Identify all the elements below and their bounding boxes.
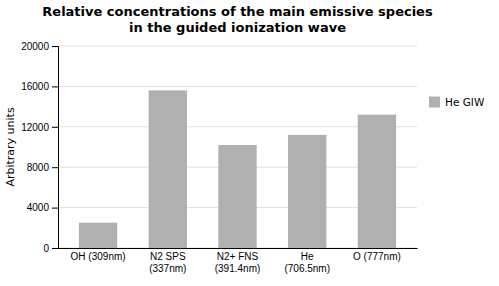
legend: He GIW xyxy=(429,96,485,108)
legend-label: He GIW xyxy=(445,96,485,108)
grid-line xyxy=(58,46,417,47)
x-tick-label: N2 SPS(337nm) xyxy=(149,251,186,274)
x-tick-label: N2+ FNS(391.4nm) xyxy=(215,251,261,274)
y-tick-label: 20000 xyxy=(21,41,49,52)
y-tick: 20000 xyxy=(21,41,58,52)
x-tick-label: He(706.5nm) xyxy=(284,251,330,274)
legend-swatch xyxy=(429,97,440,108)
bar xyxy=(288,135,326,248)
x-tick-label-line: O (777nm) xyxy=(353,251,401,262)
title-line: Relative concentrations of the main emis… xyxy=(42,4,433,19)
title-line: in the guided ionization wave xyxy=(129,20,346,35)
grid-line xyxy=(58,86,417,87)
x-tick: O (777nm) xyxy=(353,248,401,262)
bars xyxy=(79,90,396,248)
y-tick-mark xyxy=(52,248,58,249)
x-tick-label-line: He xyxy=(301,251,314,262)
x-axis-line xyxy=(59,248,418,249)
x-tick-label-line: N2 SPS xyxy=(150,251,186,262)
x-tick: OH (309nm) xyxy=(71,248,126,262)
y-tick-label: 12000 xyxy=(21,122,49,133)
x-tick-label-line: (391.4nm) xyxy=(215,263,261,274)
bar xyxy=(218,145,256,248)
y-tick-label: 8000 xyxy=(27,162,50,173)
y-tick: 4000 xyxy=(27,202,58,213)
grid xyxy=(58,46,417,248)
chart: OH (309nm) N2 SPS(337nm) N2+ FNS(391.4nm) H… xyxy=(0,0,499,286)
legend-item: He GIW xyxy=(429,96,485,108)
x-tick-label-line: OH (309nm) xyxy=(71,251,126,262)
y-tick-label: 16000 xyxy=(21,81,49,92)
bar xyxy=(149,90,187,248)
x-tick-label-line: (337nm) xyxy=(149,263,186,274)
y-axis-title: Arbitrary units xyxy=(4,107,17,187)
y-tick-mark xyxy=(52,46,58,47)
x-tick: He(706.5nm) xyxy=(284,248,330,274)
y-tick: 8000 xyxy=(27,162,58,173)
x-tick-label-line: (706.5nm) xyxy=(284,263,330,274)
y-tick-label: 4000 xyxy=(27,202,50,213)
x-tick: N2+ FNS(391.4nm) xyxy=(215,248,261,274)
y-tick-mark xyxy=(52,86,58,87)
y-tick: 16000 xyxy=(21,81,58,92)
x-axis: OH (309nm) N2 SPS(337nm) N2+ FNS(391.4nm) H… xyxy=(59,248,418,274)
x-tick-label: OH (309nm) xyxy=(71,251,126,262)
y-tick: 12000 xyxy=(21,122,58,133)
y-tick-mark xyxy=(52,208,58,209)
x-tick-label: O (777nm) xyxy=(353,251,401,262)
plot: OH (309nm) N2 SPS(337nm) N2+ FNS(391.4nm) H… xyxy=(21,41,417,274)
bar xyxy=(79,223,117,248)
y-tick-label: 0 xyxy=(43,243,49,254)
y-tick: 0 xyxy=(43,243,58,254)
x-tick: N2 SPS(337nm) xyxy=(149,248,186,274)
y-tick-mark xyxy=(52,127,58,128)
title: Relative concentrations of the main emis… xyxy=(42,4,433,35)
y-axis: 0 4000 8000 12000 16000 20000 xyxy=(21,41,58,254)
bar xyxy=(358,115,396,248)
y-axis-line xyxy=(52,47,59,249)
x-tick-label-line: N2+ FNS xyxy=(217,251,259,262)
y-tick-mark xyxy=(52,167,58,168)
